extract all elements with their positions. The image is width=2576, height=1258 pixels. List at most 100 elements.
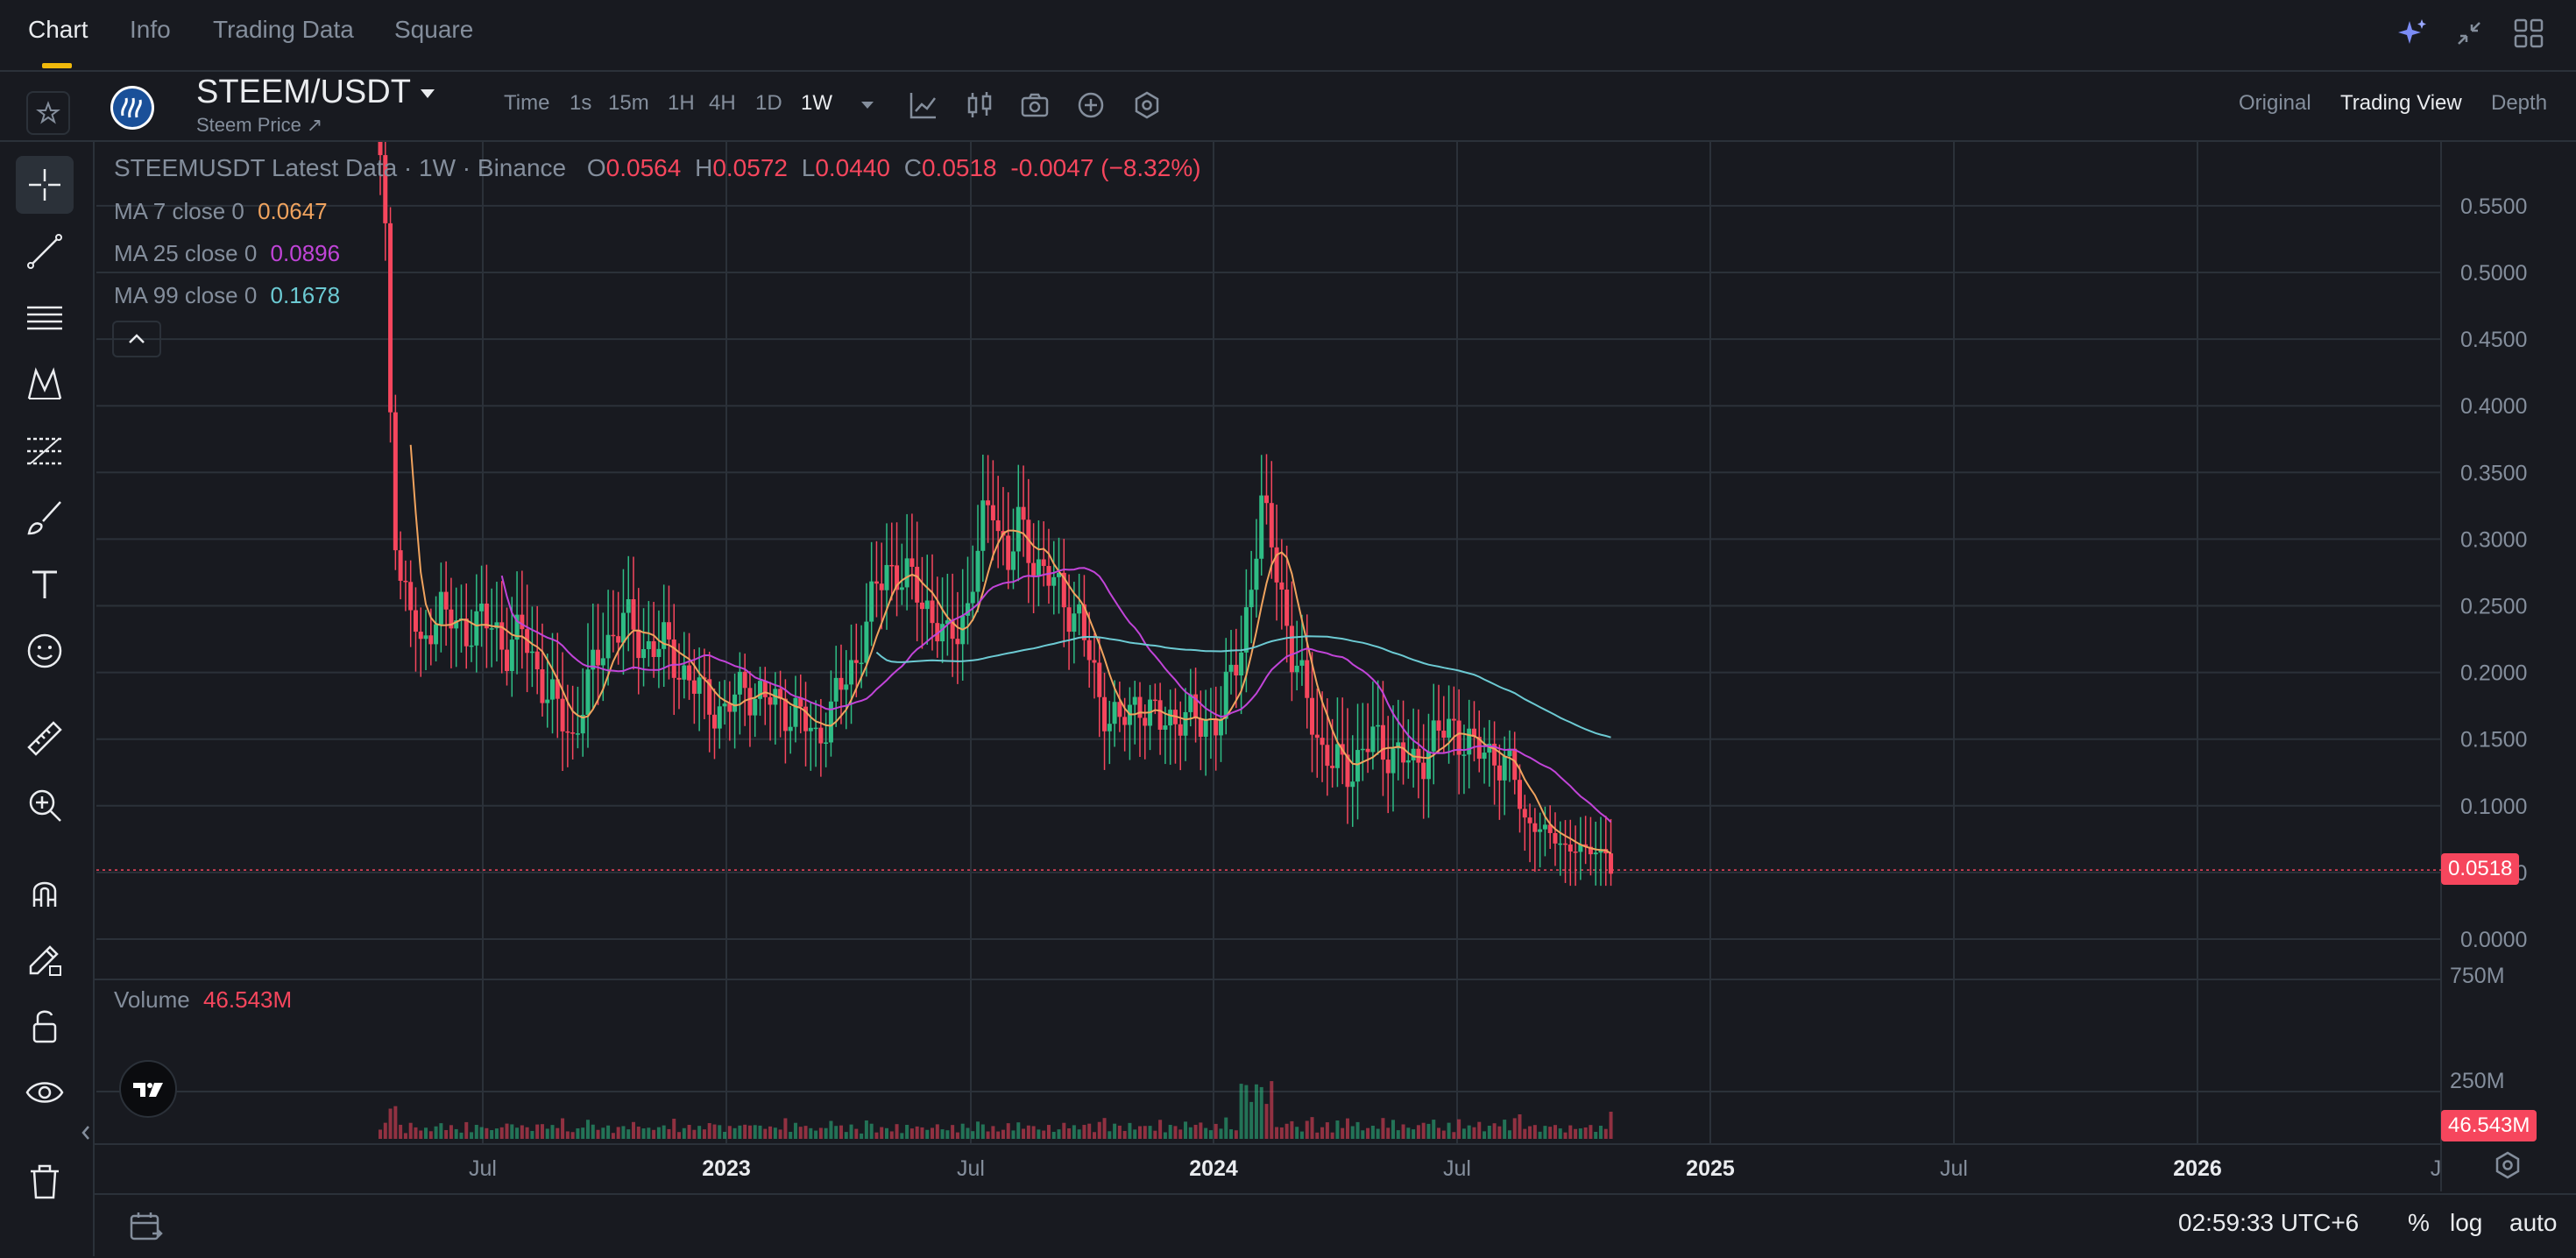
price-tick-label: 0.4000 (2460, 394, 2527, 419)
toolbar-collapse-icon[interactable] (77, 1120, 95, 1146)
view-depth[interactable]: Depth (2491, 91, 2548, 115)
percent-scale-button[interactable]: % (2408, 1209, 2430, 1236)
volume-bar (1487, 1126, 1491, 1139)
tab-chart[interactable]: Chart (28, 16, 88, 43)
volume-bar (743, 1124, 747, 1139)
candle-body (1512, 748, 1518, 781)
volume-bar (570, 1132, 575, 1139)
view-original[interactable]: Original (2239, 91, 2311, 115)
favorite-button[interactable] (26, 91, 70, 135)
volume-bar (980, 1124, 985, 1139)
volume-bar (1199, 1122, 1203, 1139)
timeframe-1s[interactable]: 1s (570, 91, 592, 115)
volume-bar (1310, 1117, 1314, 1139)
candle-body (1066, 607, 1072, 633)
time-tick-label: Jul (957, 1156, 985, 1181)
ma7-legend: MA 7 close 0 0.0647 (114, 198, 328, 225)
candle-body (438, 591, 443, 625)
collapse-icon[interactable] (2453, 18, 2485, 49)
screenshot-icon[interactable] (1019, 89, 1051, 121)
tab-trading-data[interactable]: Trading Data (213, 16, 354, 43)
candle-body (565, 731, 570, 733)
legend-collapse-button[interactable] (112, 321, 161, 357)
candle-body (1299, 660, 1305, 666)
zoom-tool[interactable] (16, 776, 74, 834)
volume-bar (920, 1127, 924, 1139)
volume-bar (1396, 1130, 1400, 1139)
delete-tool[interactable] (16, 1153, 74, 1211)
candle-body (844, 684, 849, 690)
volume-bar (626, 1129, 631, 1139)
date-range-icon[interactable] (126, 1207, 165, 1246)
volume-bar (530, 1130, 534, 1139)
timeframe-1w[interactable]: 1W (801, 91, 832, 115)
timeframe-time[interactable]: Time (504, 91, 550, 115)
volume-bar (844, 1132, 848, 1139)
visibility-tool[interactable] (16, 1064, 74, 1121)
add-icon[interactable] (1075, 89, 1107, 121)
timeframe-1d[interactable]: 1D (755, 91, 782, 115)
tradingview-logo[interactable] (119, 1060, 177, 1118)
utc-clock[interactable]: 02:59:33 UTC+6 (2178, 1209, 2360, 1236)
tab-info[interactable]: Info (130, 16, 171, 43)
magnet-tool[interactable] (16, 864, 74, 922)
price-chart[interactable]: 0.5500 0.5000 0.4500 0.4000 0.3500 0.3000 0.25… (95, 142, 2576, 1193)
layout-grid-icon[interactable] (2513, 18, 2544, 49)
volume-bar (1325, 1122, 1329, 1139)
magnet-icon (32, 881, 57, 907)
volume-bar (414, 1127, 418, 1139)
lock-drawing-tool[interactable] (16, 930, 74, 988)
log-scale-button[interactable]: log (2450, 1209, 2483, 1236)
volume-bar (925, 1129, 930, 1139)
brush-tool[interactable] (16, 489, 74, 547)
crosshair-tool[interactable] (16, 156, 74, 214)
view-trading-view[interactable]: Trading View (2340, 91, 2462, 115)
tab-square[interactable]: Square (394, 16, 474, 43)
chart-type-icon[interactable] (964, 89, 995, 121)
volume-bar (1594, 1131, 1598, 1139)
auto-scale-button[interactable]: auto (2509, 1209, 2558, 1236)
trend-line-tool[interactable] (16, 223, 74, 280)
volume-bar (1270, 1081, 1274, 1139)
text-tool[interactable] (16, 555, 74, 613)
price-link[interactable]: Steem Price ↗ (196, 114, 323, 136)
volume-bar (667, 1128, 671, 1139)
candle-body (1011, 551, 1016, 570)
emoji-tool[interactable] (16, 622, 74, 680)
volume-bar (454, 1128, 458, 1139)
volume-bar (1447, 1122, 1451, 1139)
candle-body (793, 697, 798, 727)
timeframe-dropdown-icon[interactable] (852, 89, 883, 121)
volume-bar (702, 1129, 706, 1139)
indicator-icon[interactable] (908, 89, 939, 121)
volume-bar (966, 1127, 970, 1139)
ma25-label: MA 25 close 0 (114, 240, 258, 266)
volume-bar (459, 1132, 464, 1139)
candle-body (798, 697, 803, 707)
candle-body (889, 564, 895, 567)
chart-settings-icon[interactable] (2492, 1149, 2523, 1181)
pair-title[interactable]: STEEM/USDT (196, 74, 411, 110)
candle-body (1456, 720, 1461, 755)
trash-icon (31, 1164, 59, 1199)
volume-bar (707, 1123, 711, 1139)
horizontal-lines-tool[interactable] (16, 289, 74, 347)
settings-hex-icon[interactable] (1131, 89, 1163, 121)
fib-tool[interactable] (16, 422, 74, 480)
volume-bar (1057, 1129, 1061, 1139)
pattern-tool[interactable] (16, 356, 74, 413)
timeframe-1h[interactable]: 1H (668, 91, 695, 115)
timeframe-15m[interactable]: 15m (608, 91, 649, 115)
pair-dropdown-icon[interactable] (419, 88, 436, 100)
timeframe-4h[interactable]: 4H (709, 91, 736, 115)
ai-sparkle-icon[interactable] (2397, 18, 2429, 49)
candle-body (1431, 720, 1436, 752)
lock-tool[interactable] (16, 997, 74, 1055)
price-tick-label: 0.1500 (2460, 728, 2527, 753)
volume-bar (824, 1127, 828, 1139)
volume-bar (971, 1131, 975, 1139)
volume-bar (960, 1123, 965, 1139)
ruler-tool[interactable] (16, 710, 74, 767)
volume-bar (419, 1130, 423, 1139)
candle-body (1284, 590, 1290, 626)
